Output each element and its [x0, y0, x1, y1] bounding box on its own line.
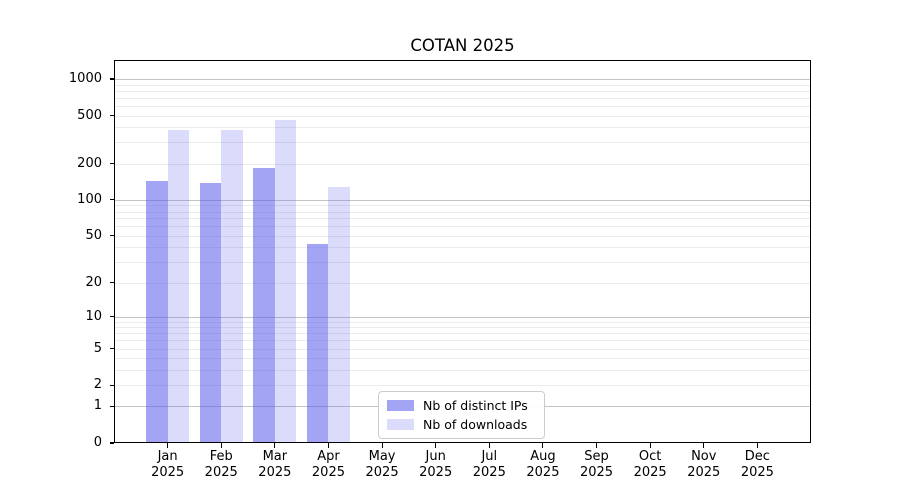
x-tick-label: May 2025 — [365, 449, 399, 480]
y-gridline-minor — [115, 115, 810, 117]
x-tick-label: Jan 2025 — [151, 449, 185, 480]
y-tick-mark — [109, 199, 114, 201]
legend-item-downloads: Nb of downloads — [387, 416, 544, 432]
y-tick-label: 20 — [85, 274, 102, 290]
bar-downloads — [167, 129, 190, 442]
y-tick-mark — [109, 282, 114, 284]
y-gridline-minor — [115, 211, 810, 213]
y-gridline-major — [115, 79, 810, 81]
x-tick-mark — [542, 443, 544, 448]
y-gridline-minor — [115, 226, 810, 228]
y-gridline-minor — [115, 348, 810, 350]
bar-downloads — [274, 119, 297, 442]
y-gridline-minor — [115, 163, 810, 165]
y-gridline-minor — [115, 90, 810, 92]
legend-swatch-downloads — [387, 419, 414, 430]
y-gridline-minor — [115, 84, 810, 86]
y-tick-mark — [109, 235, 114, 237]
legend-label-downloads: Nb of downloads — [423, 416, 528, 432]
x-tick-label: Apr 2025 — [311, 449, 345, 480]
x-tick-label: Nov 2025 — [687, 449, 721, 480]
chart-title: COTAN 2025 — [410, 36, 515, 55]
y-gridline-minor — [115, 127, 810, 129]
x-tick-label: Aug 2025 — [526, 449, 560, 480]
y-gridline-minor — [115, 333, 810, 335]
bar-distinct-ips — [199, 183, 222, 442]
y-gridline-minor — [115, 369, 810, 371]
y-tick-label: 2 — [93, 377, 102, 393]
x-tick-label: Oct 2025 — [633, 449, 667, 480]
y-gridline-major — [115, 316, 810, 318]
y-tick-mark — [109, 442, 114, 444]
x-tick-mark — [220, 443, 222, 448]
y-tick-label: 200 — [77, 155, 102, 171]
y-gridline-minor — [115, 235, 810, 237]
x-tick-mark — [381, 443, 383, 448]
y-gridline-minor — [115, 340, 810, 342]
y-tick-label: 50 — [85, 227, 102, 243]
y-gridline-minor — [115, 262, 810, 264]
y-tick-mark — [109, 348, 114, 350]
legend-label-distinct-ips: Nb of distinct IPs — [423, 397, 528, 413]
bar-downloads — [221, 130, 243, 442]
y-tick-label: 10 — [85, 308, 102, 324]
y-tick-mark — [109, 114, 114, 117]
bar-downloads — [328, 187, 350, 442]
y-gridline-minor — [115, 282, 810, 284]
y-gridline-minor — [115, 358, 810, 360]
y-gridline-minor — [115, 97, 810, 99]
x-tick-mark — [756, 443, 758, 448]
y-tick-mark — [109, 316, 114, 318]
y-tick-mark — [109, 384, 114, 386]
y-gridline-minor — [115, 218, 810, 220]
x-tick-label: Mar 2025 — [258, 449, 292, 480]
bar-distinct-ips — [306, 243, 329, 442]
y-gridline-minor — [115, 142, 810, 144]
y-tick-mark — [109, 405, 114, 408]
y-tick-label: 1 — [93, 398, 102, 414]
y-tick-mark — [109, 163, 114, 165]
y-gridline-minor — [115, 205, 810, 207]
x-tick-mark — [595, 443, 598, 448]
bar-distinct-ips — [146, 181, 168, 442]
x-tick-mark — [274, 443, 276, 448]
y-gridline-minor — [115, 327, 810, 329]
x-tick-mark — [327, 443, 329, 448]
y-tick-label: 0 — [93, 435, 102, 450]
y-gridline-minor — [115, 321, 810, 323]
y-tick-label: 5 — [93, 340, 102, 356]
x-tick-mark — [167, 443, 169, 448]
legend: Nb of distinct IPs Nb of downloads — [378, 391, 545, 439]
x-tick-label: Jul 2025 — [472, 449, 506, 480]
x-tick-label: Dec 2025 — [740, 449, 774, 480]
x-tick-label: Jun 2025 — [419, 449, 453, 480]
y-gridline-minor — [115, 105, 810, 107]
bar-distinct-ips — [253, 167, 275, 442]
x-tick-mark — [488, 443, 490, 448]
x-tick-label: Feb 2025 — [204, 449, 238, 480]
y-gridline-minor — [115, 247, 810, 249]
x-tick-mark — [703, 443, 705, 448]
legend-item-distinct-ips: Nb of distinct IPs — [387, 397, 544, 413]
y-tick-label: 100 — [77, 191, 102, 207]
x-tick-mark — [435, 443, 437, 448]
y-gridline-minor — [115, 385, 810, 387]
y-gridline-major — [115, 199, 810, 201]
y-tick-mark — [109, 78, 114, 80]
legend-swatch-distinct-ips — [387, 400, 414, 411]
x-tick-label: Sep 2025 — [579, 449, 614, 480]
x-tick-mark — [649, 443, 651, 448]
y-tick-label: 1000 — [68, 71, 102, 87]
y-tick-label: 500 — [77, 107, 102, 123]
